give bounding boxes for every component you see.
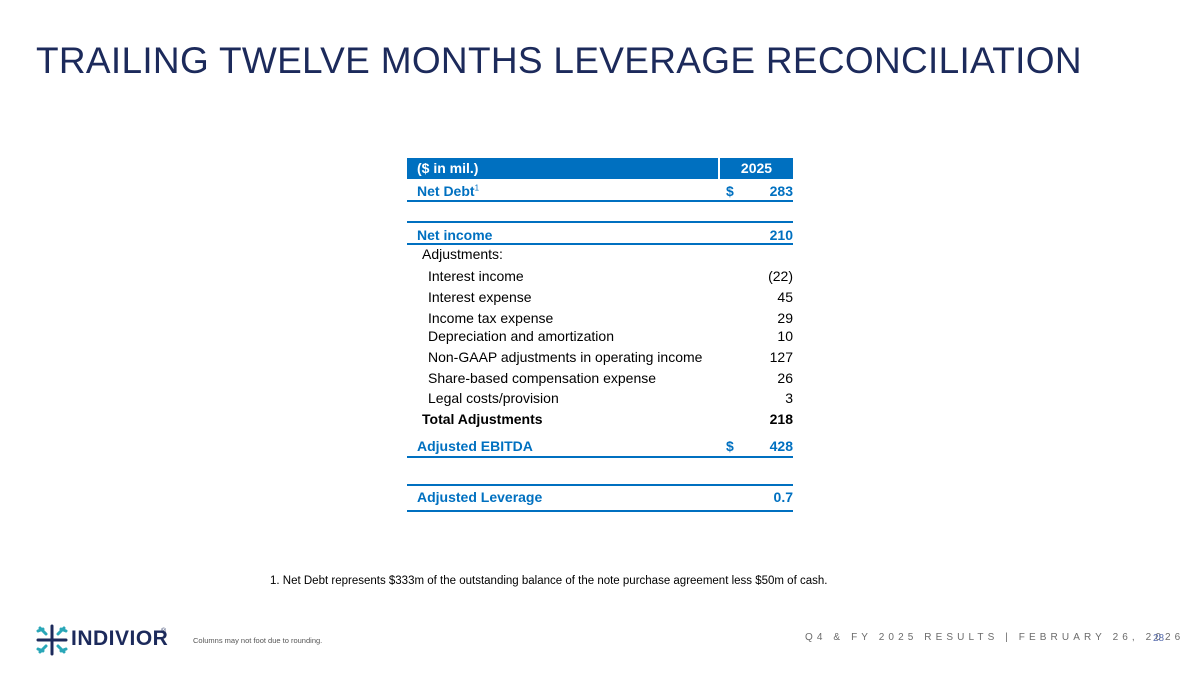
logo-wordmark: INDIVIOR xyxy=(71,627,169,650)
row-adjusted-ebitda: Adjusted EBITDA $ 428 xyxy=(407,436,793,456)
adjustment-value: 10 xyxy=(777,328,793,344)
table-row: Share-based compensation expense 26 xyxy=(407,368,793,388)
adjustment-label: Legal costs/provision xyxy=(428,390,559,406)
adjustment-label: Depreciation and amortization xyxy=(428,328,614,344)
adjusted-leverage-label: Adjusted Leverage xyxy=(417,489,543,505)
table-row: Non-GAAP adjustments in operating income… xyxy=(407,347,793,367)
rule-ebitda-bottom xyxy=(407,456,793,458)
adjustment-value: (22) xyxy=(768,268,793,284)
row-net-debt: Net Debt1 $ 283 xyxy=(407,181,793,201)
row-adjusted-leverage: Adjusted Leverage 0.7 xyxy=(407,487,793,507)
row-net-income: Net income 210 xyxy=(407,225,793,245)
rule-net-income-top xyxy=(407,221,793,223)
rule-leverage-bottom xyxy=(407,510,793,512)
table-row: Interest income (22) xyxy=(407,266,793,286)
adjusted-ebitda-label: Adjusted EBITDA xyxy=(417,438,533,454)
adjustment-value: 29 xyxy=(777,310,793,326)
adjustment-label: Interest expense xyxy=(428,289,532,305)
net-debt-label: Net Debt1 xyxy=(417,183,479,199)
adjusted-leverage-value: 0.7 xyxy=(773,489,793,505)
adjustments-label: Adjustments: xyxy=(422,246,503,262)
adjustment-label: Share-based compensation expense xyxy=(428,370,657,386)
table-row: Interest expense 45 xyxy=(407,287,793,307)
footnote: 1. Net Debt represents $333m of the outs… xyxy=(270,575,828,587)
rule-leverage-top xyxy=(407,484,793,486)
total-adjustments-label: Total Adjustments xyxy=(422,411,543,427)
footer-event-label: Q4 & FY 2025 RESULTS | FEBRUARY 26, 2026 xyxy=(805,632,1185,643)
adjustment-label: Non-GAAP adjustments in operating income xyxy=(428,349,703,365)
adjusted-ebitda-currency: $ xyxy=(726,438,734,454)
table-row: Depreciation and amortization 10 xyxy=(407,326,793,346)
adjustment-value: 45 xyxy=(777,289,793,305)
net-debt-footnote-marker: 1 xyxy=(474,183,480,193)
logo-registered-mark: ® xyxy=(161,628,167,635)
total-adjustments-value: 218 xyxy=(769,411,793,427)
table-row: Income tax expense 29 xyxy=(407,308,793,328)
adjustment-value: 26 xyxy=(777,370,793,386)
page-number: 28 xyxy=(1153,633,1165,644)
net-debt-value: 283 xyxy=(769,183,793,199)
header-year: 2025 xyxy=(740,160,773,176)
rule-net-income-bottom xyxy=(407,243,793,245)
table-header: ($ in mil.) 2025 xyxy=(407,158,793,179)
header-separator xyxy=(718,158,720,179)
row-adjustments-heading: Adjustments: xyxy=(407,244,793,264)
page-title: TRAILING TWELVE MONTHS LEVERAGE RECONCIL… xyxy=(36,40,1082,81)
net-debt-currency: $ xyxy=(726,183,734,199)
adjustment-label: Interest income xyxy=(428,268,524,284)
rounding-note: Columns may not foot due to rounding. xyxy=(193,636,323,645)
net-debt-text: Net Debt xyxy=(417,183,475,199)
adjustment-label: Income tax expense xyxy=(428,310,554,326)
adjustment-value: 3 xyxy=(785,390,793,406)
row-total-adjustments: Total Adjustments 218 xyxy=(407,409,793,429)
table-row: Legal costs/provision 3 xyxy=(407,388,793,408)
rule-net-debt-bottom xyxy=(407,200,793,202)
adjusted-ebitda-value: 428 xyxy=(769,438,793,454)
net-income-label: Net income xyxy=(417,227,493,243)
header-units-label: ($ in mil.) xyxy=(417,160,479,176)
indivior-logo-icon xyxy=(36,624,68,656)
net-income-value: 210 xyxy=(769,227,793,243)
adjustment-value: 127 xyxy=(769,349,793,365)
